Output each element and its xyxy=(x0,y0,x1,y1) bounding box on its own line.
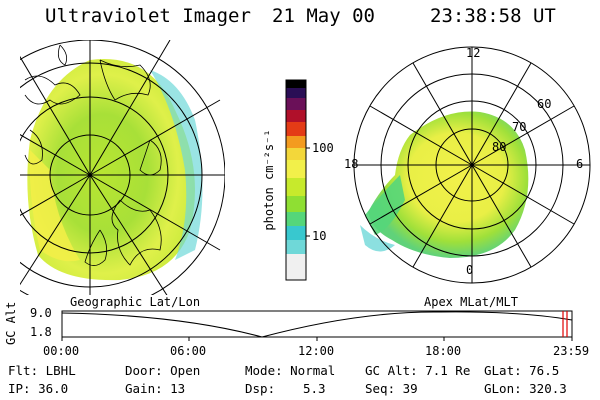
date-label: 21 May 00 xyxy=(272,5,375,27)
left-map-caption: Geographic Lat/Lon xyxy=(70,295,201,309)
filter-info: Flt: LBHL xyxy=(8,363,76,378)
gain-info: Gain: 13 xyxy=(125,381,186,396)
lat-label-80: 80 xyxy=(492,140,507,154)
altitude-tick-max: 9.0 xyxy=(30,306,52,320)
colorbar-segment xyxy=(286,88,306,98)
colorbar-segment xyxy=(286,136,306,148)
colorbar-segment xyxy=(286,196,306,212)
colorbar-segment xyxy=(286,212,306,226)
right-map-caption: Apex MLat/MLT xyxy=(424,295,518,309)
colorbar-segment xyxy=(286,254,306,280)
magnetic-polar-map xyxy=(353,46,591,284)
time-tick: 18:00 xyxy=(425,344,462,358)
dsp-value: 5.3 xyxy=(303,381,326,396)
mlt-label-top: 12 xyxy=(466,46,481,60)
ip-info: IP: 36.0 xyxy=(8,381,69,396)
lat-label-60: 60 xyxy=(537,97,552,111)
colorbar-tick-10: 10 xyxy=(312,229,327,243)
mlt-label-left: 18 xyxy=(344,157,359,171)
mode-info: Mode: Normal xyxy=(245,363,336,378)
lat-label-70: 70 xyxy=(512,120,527,134)
door-info: Door: Open xyxy=(125,363,201,378)
time-tick: 23:59 xyxy=(553,344,590,358)
time-tick: 12:00 xyxy=(298,344,335,358)
colorbar-segment xyxy=(286,148,306,160)
colorbar-segment xyxy=(286,122,306,136)
colorbar-segment xyxy=(286,160,306,178)
geographic-map xyxy=(20,40,225,295)
colorbar-tick-100: 100 xyxy=(312,141,334,155)
seq-info: Seq: 39 xyxy=(365,381,418,396)
colorbar-segment xyxy=(286,226,306,240)
aurora-image-right xyxy=(368,111,529,258)
glat-info: GLat: 76.5 xyxy=(484,363,560,378)
time-label: 23:38:58 UT xyxy=(430,5,556,27)
instrument-title: Ultraviolet Imager xyxy=(45,5,251,27)
dsp-info: Dsp: xyxy=(245,381,276,396)
glon-info: GLon: 320.3 xyxy=(484,381,567,396)
altitude-axis-label: GC Alt xyxy=(4,301,18,345)
altitude-curve xyxy=(61,311,573,338)
colorbar-segment xyxy=(286,240,306,254)
colorbar-unit-label: photon cm⁻²s⁻¹ xyxy=(262,129,276,231)
altitude-tick-min: 1.8 xyxy=(30,325,52,339)
time-tick: 00:00 xyxy=(43,344,80,358)
colorbar-segment xyxy=(286,178,306,196)
colorbar xyxy=(285,79,310,281)
aurora-image-left xyxy=(27,59,196,281)
mlt-label-right: 6 xyxy=(576,157,584,171)
mlt-label-bottom: 0 xyxy=(466,263,474,277)
colorbar-segment xyxy=(286,110,306,122)
colorbar-segment xyxy=(286,80,306,88)
gc-alt-info: GC Alt: 7.1 Re xyxy=(365,363,471,378)
colorbar-segment xyxy=(286,98,306,110)
time-tick: 06:00 xyxy=(170,344,207,358)
altitude-plot xyxy=(61,310,573,341)
